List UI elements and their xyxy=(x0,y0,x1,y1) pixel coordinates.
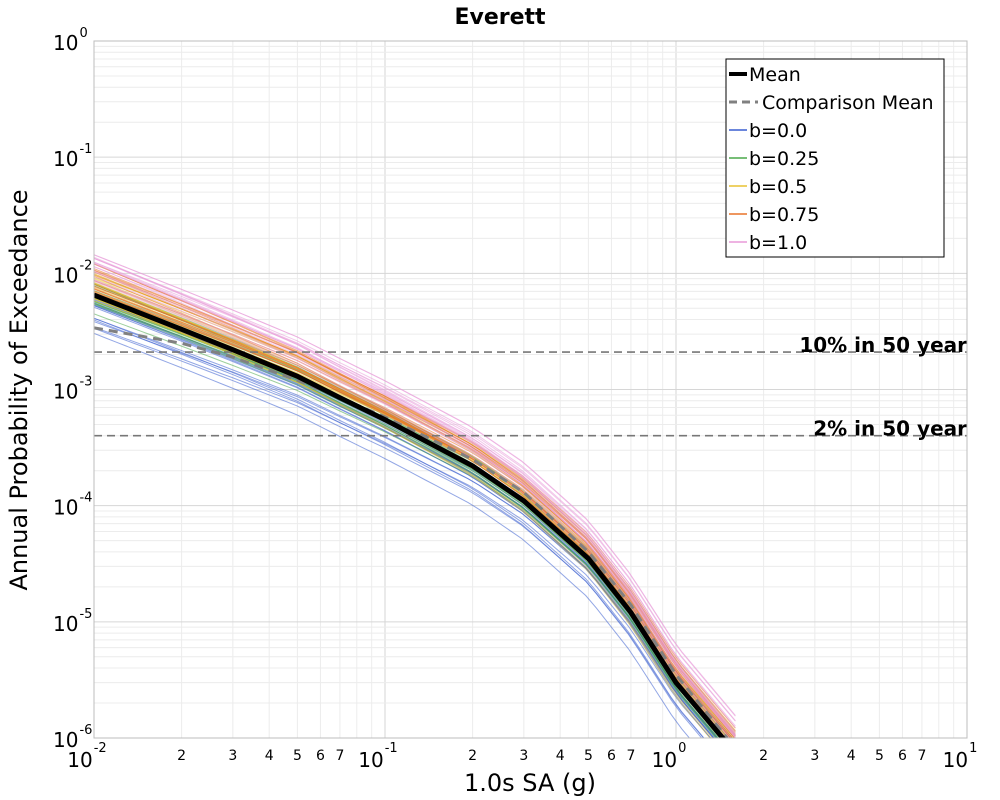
branch-curve xyxy=(94,296,711,738)
reference-lines: 10% in 50 year 2% in 50 year xyxy=(94,333,967,441)
x-minor-tick-label: 2 xyxy=(177,748,186,764)
x-tick-label: 101 xyxy=(943,741,978,772)
x-minor-tick-label: 5 xyxy=(875,748,884,764)
branch-curve xyxy=(94,295,718,738)
branch-curve xyxy=(94,256,736,736)
branch-curve xyxy=(94,302,724,738)
branch-curve xyxy=(94,265,733,738)
branch-curve xyxy=(94,257,736,722)
branch-curve xyxy=(94,332,691,738)
grid xyxy=(93,41,967,739)
x-minor-tick-label: 5 xyxy=(584,748,593,764)
branch-curve xyxy=(94,290,731,738)
branch-curve xyxy=(94,327,705,738)
branch-curve xyxy=(94,300,728,738)
x-minor-tick-label: 6 xyxy=(607,748,616,764)
x-minor-tick-label: 3 xyxy=(228,748,237,764)
branch-curve xyxy=(94,279,730,738)
mean-lines xyxy=(94,292,729,738)
x-minor-tick-label: 4 xyxy=(847,748,856,764)
branch-curve xyxy=(94,319,703,738)
branch-curve xyxy=(94,313,720,738)
reference-line-label: 2% in 50 year xyxy=(813,417,967,441)
chart-title: Everett xyxy=(454,5,546,30)
legend-label-b0: b=0.0 xyxy=(749,120,807,142)
legend: Mean Comparison Mean b=0.0 b=0.25 b=0.5 … xyxy=(725,58,945,258)
reference-line-label: 10% in 50 year xyxy=(799,333,967,357)
legend-label-mean: Mean xyxy=(749,64,801,86)
plot-frame xyxy=(93,40,968,739)
comparison-mean-line xyxy=(94,326,729,738)
legend-label-b075: b=0.75 xyxy=(749,204,819,226)
branch-curve xyxy=(94,283,721,738)
branch-curve xyxy=(94,295,715,738)
branch-curve xyxy=(94,295,736,738)
branch-curve xyxy=(94,297,717,738)
x-minor-tick-label: 7 xyxy=(335,748,344,764)
branch-curve xyxy=(94,268,736,737)
x-minor-tick-label: 2 xyxy=(468,748,477,764)
x-minor-tick-label: 4 xyxy=(265,748,274,764)
y-tick-label: 10-5 xyxy=(53,607,92,636)
legend-label-b025: b=0.25 xyxy=(749,148,819,170)
branch-curve xyxy=(94,254,736,716)
x-minor-tick-label: 3 xyxy=(810,748,819,764)
x-minor-tick-label: 3 xyxy=(519,748,528,764)
branch-curve xyxy=(94,303,718,738)
branch-curve xyxy=(94,305,714,738)
legend-label-b05: b=0.5 xyxy=(749,176,807,198)
branch-curve xyxy=(94,298,725,738)
branch-curve xyxy=(94,317,705,738)
y-tick-label: 10-2 xyxy=(53,258,92,287)
x-minor-tick-label: 4 xyxy=(556,748,565,764)
branch-curve xyxy=(94,290,724,738)
branch-curve xyxy=(94,306,715,738)
branch-curve xyxy=(94,295,712,738)
branch-curve xyxy=(94,305,719,738)
y-axis-label: Annual Probability of Exceedance xyxy=(5,189,33,590)
y-tick-label: 10-1 xyxy=(53,142,92,171)
x-minor-tick-label: 6 xyxy=(316,748,325,764)
y-tick-label: 10-6 xyxy=(53,723,92,752)
x-minor-tick-label: 7 xyxy=(626,748,635,764)
branch-curve xyxy=(94,271,731,738)
x-tick-label: 100 xyxy=(652,741,687,772)
branch-curve xyxy=(94,279,736,738)
x-axis-label: 1.0s SA (g) xyxy=(464,769,596,797)
branch-curve xyxy=(94,295,723,738)
legend-label-comparison-mean: Comparison Mean xyxy=(762,92,934,114)
branch-curve xyxy=(94,326,712,738)
legend-box xyxy=(725,58,945,258)
x-tick-label: 10-1 xyxy=(358,741,397,772)
y-tick-label: 10-3 xyxy=(53,375,92,404)
branch-curve xyxy=(94,276,725,738)
legend-label-b1: b=1.0 xyxy=(749,232,807,254)
y-tick-label: 100 xyxy=(53,26,88,55)
branch-curve xyxy=(94,280,736,735)
branch-curve xyxy=(94,270,736,737)
mean-line xyxy=(94,292,727,738)
branch-curve xyxy=(94,279,727,738)
x-minor-tick-label: 2 xyxy=(759,748,768,764)
y-tick-label: 10-4 xyxy=(53,491,92,520)
x-minor-tick-label: 6 xyxy=(898,748,907,764)
x-tick-label: 10-2 xyxy=(67,741,106,772)
x-minor-tick-label: 5 xyxy=(293,748,302,764)
branch-curve xyxy=(94,261,736,722)
x-minor-tick-label: 7 xyxy=(917,748,926,764)
branch-curve xyxy=(94,275,736,738)
